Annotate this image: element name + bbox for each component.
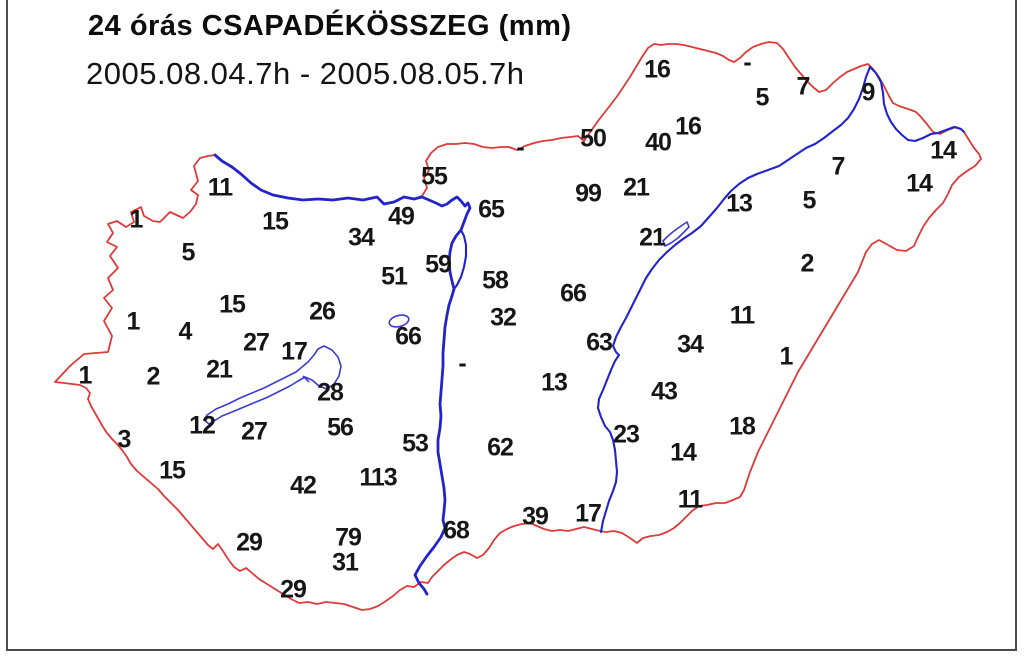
lake-balaton [203,345,342,425]
station-precip-value: 27 [241,417,268,446]
country-border-hungary [54,41,982,611]
station-precip-value: 50 [580,124,607,153]
station-precip-value: 65 [478,195,505,224]
station-precip-value: 58 [482,266,509,295]
date-range: 2005.08.04.7h - 2005.08.05.7h [86,56,525,91]
station-precip-value: 2 [146,362,161,391]
station-precip-value: 1 [129,205,144,234]
station-precip-value: 15 [262,207,289,236]
lake-velence [388,314,410,328]
station-precip-value: - [458,349,466,378]
station-precip-value: 26 [309,297,336,326]
station-precip-value: 21 [639,223,666,252]
river-tisza [596,65,872,534]
station-precip-value: 31 [332,548,359,577]
station-precip-value: 5 [181,238,196,267]
station-precip-value: - [743,48,751,77]
station-precip-value: 66 [395,322,422,351]
station-precip-value: 62 [487,433,514,462]
station-precip-value: 1 [78,361,93,390]
station-precip-value: 29 [280,575,307,604]
station-precip-value: 27 [243,328,270,357]
station-precip-value: 53 [402,429,429,458]
station-precip-value: 56 [327,413,354,442]
station-precip-value: 21 [623,173,650,202]
station-precip-value: 63 [586,328,613,357]
station-precip-value: 40 [645,128,672,157]
station-precip-value: 34 [348,223,375,252]
station-precip-value: 4 [178,317,193,346]
station-precip-value: 99 [575,179,602,208]
station-precip-value: 79 [335,523,362,552]
station-precip-value: 11 [207,173,233,202]
station-precip-value: 113 [359,463,397,492]
station-precip-value: 59 [425,250,452,279]
station-precip-value: 15 [219,290,246,319]
station-precip-value: 14 [670,438,697,467]
station-precip-value: 42 [290,471,317,500]
map-frame [6,0,1017,651]
station-precip-value: 3 [117,425,132,454]
station-precip-value: - [516,133,524,162]
station-precip-value: 11 [677,485,703,514]
station-precip-value: 39 [522,502,549,531]
station-precip-value: 28 [317,378,344,407]
station-precip-value: 55 [421,162,448,191]
station-precip-value: 14 [906,169,933,198]
station-precip-value: 14 [930,136,957,165]
station-precip-value: 1 [779,342,794,371]
station-precip-value: 66 [560,279,587,308]
river-danube [213,153,472,596]
station-precip-value: 23 [613,420,640,449]
station-precip-value: 49 [388,202,415,231]
station-precip-value: 11 [729,301,755,330]
station-precip-value: 5 [755,83,770,112]
station-precip-value: 1 [126,307,141,336]
station-precip-value: 18 [729,412,756,441]
station-precip-value: 9 [861,78,876,107]
station-precip-value: 7 [831,152,846,181]
lake-tisza [662,221,690,247]
station-precip-value: 29 [236,528,263,557]
river-danube-szentendre-branch [452,228,468,291]
station-precip-value: 12 [189,411,216,440]
station-precip-value: 51 [381,262,408,291]
station-precip-value: 32 [490,303,517,332]
station-precip-value: 16 [675,112,702,141]
station-precip-value: 7 [796,72,811,101]
station-precip-value: 17 [281,337,308,366]
station-precip-value: 2 [800,249,815,278]
page-title: 24 órás CSAPADÉKÖSSZEG (mm) [88,10,572,42]
station-precip-value: 16 [644,55,671,84]
station-precip-value: 5 [802,186,817,215]
river-tisza-upper [868,65,966,143]
station-precip-value: 13 [541,368,568,397]
station-precip-value: 68 [443,516,470,545]
station-precip-value: 15 [159,456,186,485]
station-precip-value: 13 [726,189,753,218]
station-precip-value: 17 [575,499,602,528]
station-precip-value: 21 [206,355,233,384]
station-precip-value: 43 [651,377,678,406]
tihany-strait [302,375,310,383]
station-precip-value: 34 [677,330,704,359]
